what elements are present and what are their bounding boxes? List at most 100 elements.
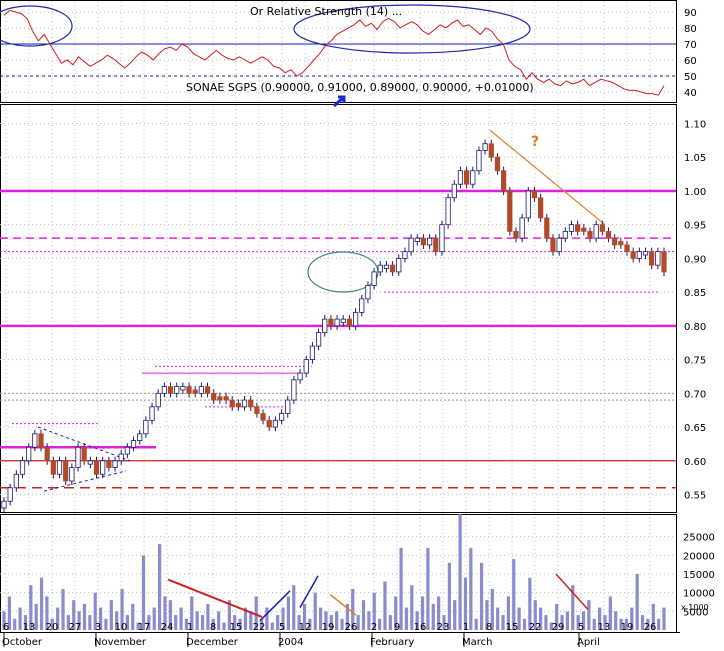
rsi-tick-label: 60 xyxy=(684,56,697,67)
candle-body xyxy=(612,237,618,246)
volume-bar xyxy=(426,547,430,630)
rsi-tick-label: 90 xyxy=(684,8,697,19)
month-label: 2004 xyxy=(278,637,303,647)
candle-body xyxy=(118,453,124,462)
arrow-icon xyxy=(332,95,346,108)
volume-bar xyxy=(453,600,457,630)
price-tick-label: 0.65 xyxy=(684,423,706,434)
volume-bar xyxy=(270,622,274,630)
volume-bar xyxy=(356,615,360,630)
rsi-line xyxy=(3,9,665,96)
x-tick-label: 2 xyxy=(371,622,377,633)
price-panel xyxy=(0,104,677,513)
candle-body xyxy=(445,197,451,226)
rsi-ellipse xyxy=(0,5,73,47)
candle-body xyxy=(161,386,167,394)
rsi-ellipse xyxy=(293,4,531,54)
candle-body xyxy=(513,231,519,239)
volume-bar xyxy=(635,574,639,630)
x-tick-label: 19 xyxy=(621,622,634,633)
candle-body xyxy=(328,318,334,327)
x-tick-label: 6 xyxy=(3,622,9,633)
x-tick-label: 24 xyxy=(161,622,174,633)
downtrend-line xyxy=(489,129,606,226)
candle-body xyxy=(44,446,50,462)
candle-body xyxy=(593,224,599,239)
volume-bar xyxy=(276,615,280,630)
candle-body xyxy=(1,500,7,509)
volume-bar xyxy=(415,611,419,630)
candle-body xyxy=(149,406,155,421)
volume-bar xyxy=(45,596,49,630)
volume-bar xyxy=(206,603,210,630)
x-tick-label: 29 xyxy=(552,622,565,633)
volume-bar xyxy=(399,547,403,630)
volume-bar xyxy=(259,618,264,630)
volume-bar xyxy=(281,607,285,630)
volume-bar xyxy=(2,611,6,630)
candle-body xyxy=(291,379,297,401)
volume-bar xyxy=(619,618,623,630)
candle-body xyxy=(389,264,396,273)
volume-bar xyxy=(598,607,602,630)
volume-bar xyxy=(227,600,231,630)
volume-bar xyxy=(217,611,221,630)
candle-body xyxy=(130,440,137,448)
volume-bar xyxy=(329,615,333,630)
volume-bar xyxy=(195,611,199,630)
candle-body xyxy=(112,460,118,468)
candle-body xyxy=(69,467,75,482)
x-tick-label: 12 xyxy=(299,622,312,633)
volume-bar xyxy=(351,588,355,630)
volume-bar xyxy=(533,600,537,630)
candle-body xyxy=(365,284,371,300)
candle-body xyxy=(272,419,279,428)
candle-body xyxy=(544,217,550,239)
candle-body xyxy=(87,460,93,465)
volume-bar xyxy=(603,615,607,630)
candle-body xyxy=(334,318,340,327)
candle-body xyxy=(494,156,501,172)
candle-body xyxy=(13,473,19,489)
x-tick-label: 27 xyxy=(69,622,82,633)
price-tick-label: 0.55 xyxy=(684,491,706,502)
volume-bar xyxy=(286,596,290,630)
volume-bar xyxy=(587,600,591,630)
volume-tick-label: 15000 xyxy=(683,570,715,581)
x-tick-label: 8 xyxy=(486,622,492,633)
volume-bar xyxy=(340,618,344,630)
candle-body xyxy=(581,227,587,232)
candle-body xyxy=(322,318,328,334)
x-tick-label: 26 xyxy=(644,622,657,633)
candle-body xyxy=(377,264,383,273)
volume-bar xyxy=(254,596,258,630)
price-tick-label: 1.05 xyxy=(684,153,706,164)
candle-body xyxy=(427,237,433,246)
volume-bar xyxy=(501,615,505,630)
candle-body xyxy=(309,345,316,360)
volume-bar xyxy=(367,611,371,630)
volume-bar xyxy=(109,600,113,630)
candle-body xyxy=(408,237,414,253)
volume-bar xyxy=(50,618,54,630)
candle-body xyxy=(655,251,661,266)
candle-body xyxy=(568,224,575,232)
volume-bar xyxy=(308,618,312,630)
candle-body xyxy=(451,183,457,199)
price-tick-label: 0.85 xyxy=(684,288,706,299)
candle-body xyxy=(260,413,266,421)
volume-bar xyxy=(581,611,586,630)
candle-body xyxy=(488,143,494,158)
candle-body xyxy=(352,311,359,327)
volume-bar xyxy=(292,585,296,630)
volume-tick-label: 25000 xyxy=(683,533,715,544)
x-tick-label: 1 xyxy=(187,622,193,633)
volume-bar xyxy=(72,600,76,630)
volume-bar xyxy=(125,615,130,630)
volume-suffix-label: x 1000 xyxy=(681,603,709,612)
candle-body xyxy=(211,392,217,401)
volume-bar xyxy=(614,611,618,630)
volume-bar xyxy=(93,592,97,630)
volume-bar xyxy=(243,607,248,630)
